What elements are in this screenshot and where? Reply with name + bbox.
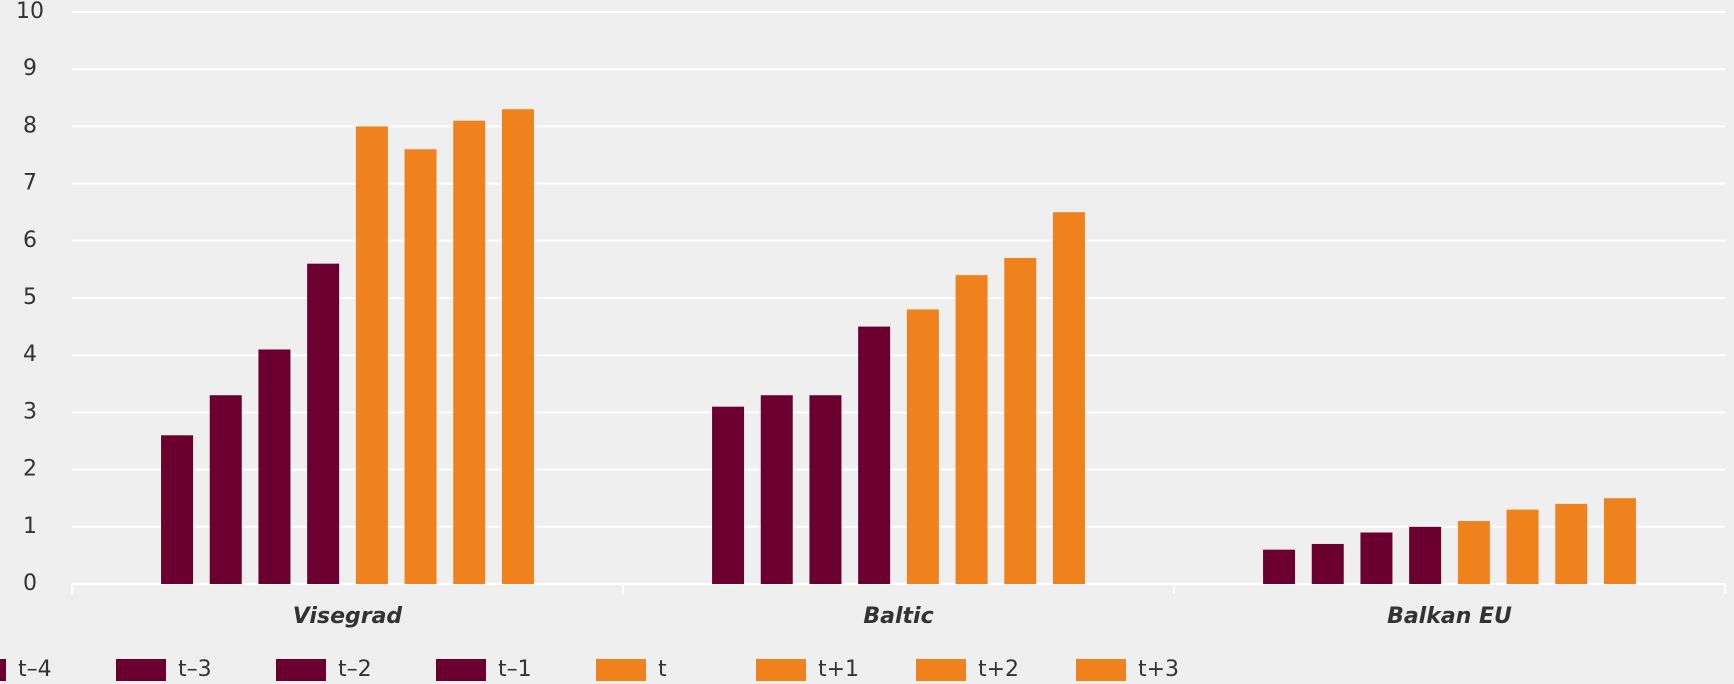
bar (1311, 543, 1344, 584)
bar (355, 126, 388, 585)
y-tick-label: 6 (23, 228, 37, 253)
legend-label: t+1 (818, 657, 859, 682)
bar (307, 263, 340, 584)
y-tick-label: 0 (23, 571, 37, 596)
y-tick-label: 9 (23, 56, 37, 81)
bar (760, 395, 793, 584)
bar (404, 149, 437, 584)
bar (906, 309, 939, 584)
legend-label: t+2 (978, 657, 1019, 682)
bar (1457, 521, 1490, 584)
bar (1506, 509, 1539, 584)
x-tick-label: Baltic (863, 604, 933, 629)
bar (858, 326, 891, 584)
bar (712, 406, 745, 584)
bar (1555, 503, 1588, 584)
bar (453, 120, 486, 585)
bar (1409, 526, 1442, 584)
bar (1004, 257, 1037, 584)
bar (258, 349, 291, 584)
legend-label: t–1 (498, 657, 532, 682)
legend-label: t+3 (1138, 657, 1179, 682)
bar (809, 395, 842, 584)
bar (1263, 549, 1296, 584)
y-tick-label: 2 (23, 457, 37, 482)
bar (955, 275, 988, 584)
legend-label: t–4 (18, 657, 52, 682)
legend-label: t–2 (338, 657, 372, 682)
x-tick-label: Visegrad (293, 604, 403, 629)
legend-swatch (1076, 659, 1126, 681)
bar (1052, 212, 1085, 584)
y-tick-label: 10 (16, 0, 44, 24)
y-tick-label: 4 (23, 342, 37, 367)
bar (161, 435, 194, 584)
legend-swatch (116, 659, 166, 681)
y-tick-label: 7 (23, 171, 37, 196)
legend-label: t (658, 657, 667, 682)
y-tick-label: 5 (23, 285, 37, 310)
y-tick-label: 3 (23, 399, 37, 424)
legend-swatch (0, 659, 6, 681)
y-tick-label: 1 (23, 514, 37, 539)
legend-swatch (916, 659, 966, 681)
x-tick-label: Balkan EU (1387, 604, 1512, 629)
bar (209, 395, 242, 584)
legend-swatch (596, 659, 646, 681)
y-tick-label: 8 (23, 113, 37, 138)
bar (1603, 498, 1636, 584)
legend-swatch (756, 659, 806, 681)
legend-label: t–3 (178, 657, 212, 682)
legend-swatch (436, 659, 486, 681)
bar (1360, 532, 1393, 584)
bar (501, 109, 534, 585)
legend-swatch (276, 659, 326, 681)
